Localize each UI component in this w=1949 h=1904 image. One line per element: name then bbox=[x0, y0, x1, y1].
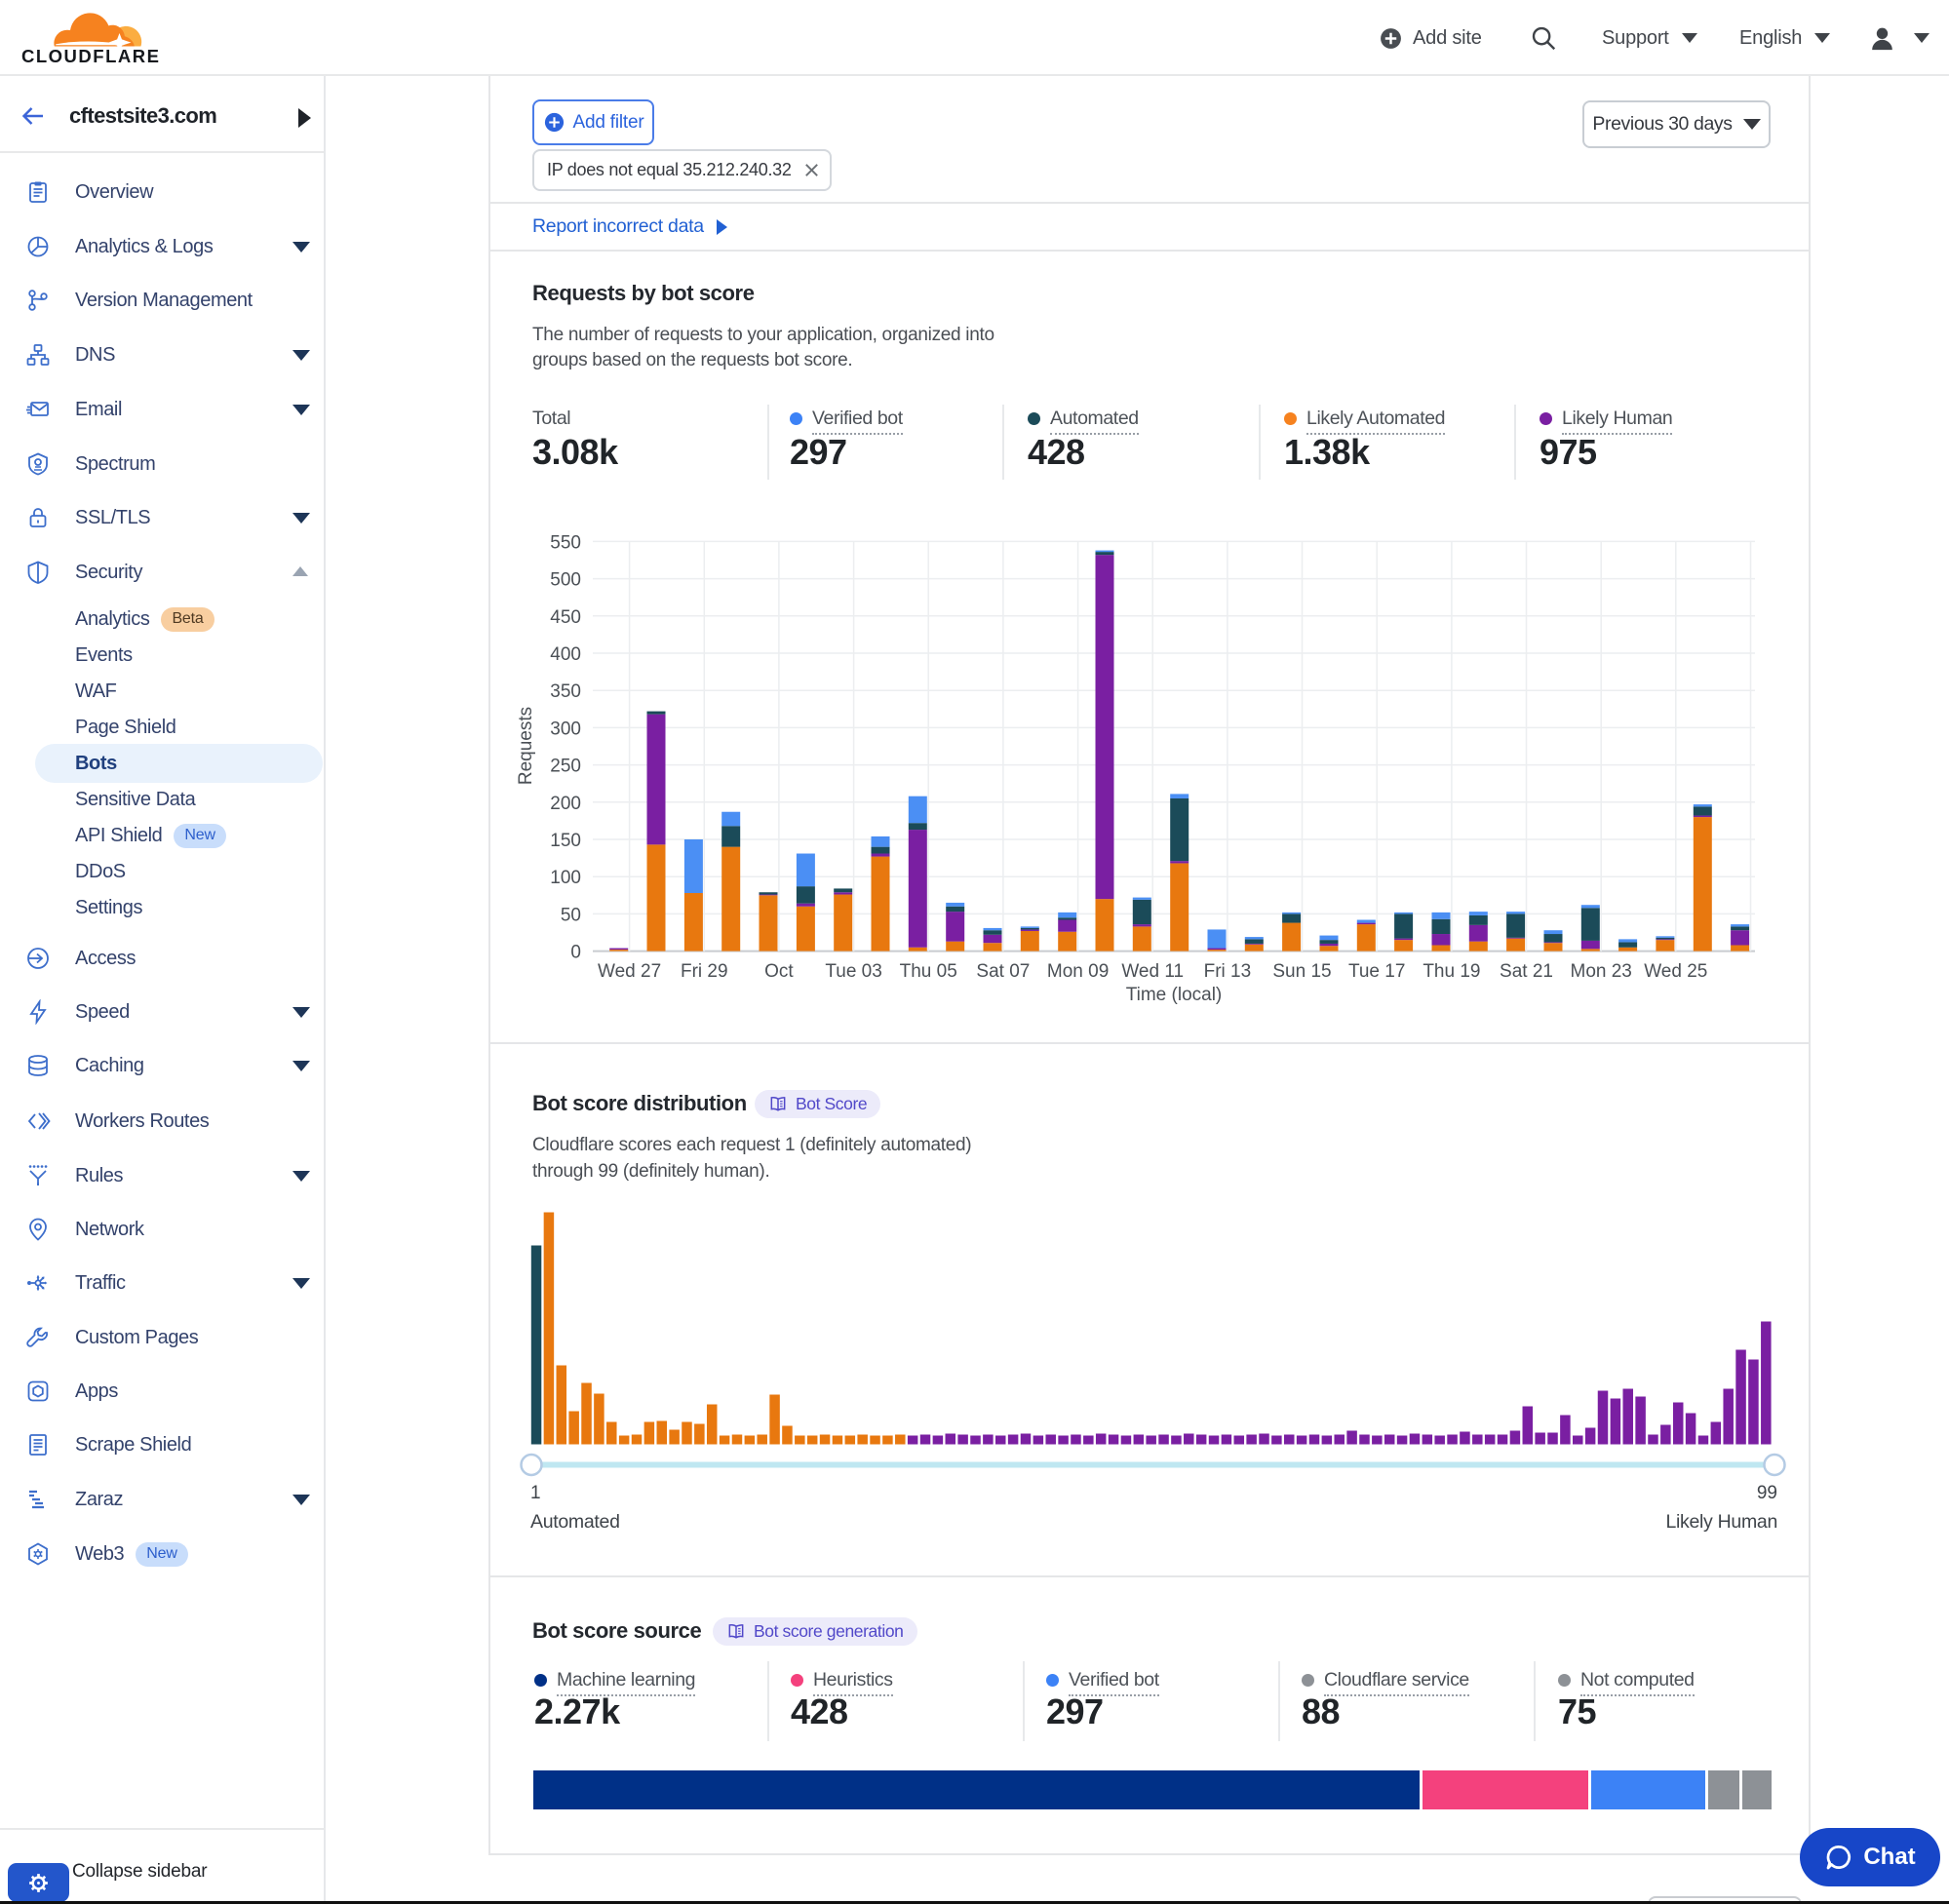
svg-text:Tue 17: Tue 17 bbox=[1348, 961, 1405, 982]
svg-text:50: 50 bbox=[561, 905, 581, 925]
svg-text:Requests: Requests bbox=[516, 707, 536, 785]
svg-text:CLOUDFLARE: CLOUDFLARE bbox=[21, 46, 160, 66]
svg-text:450: 450 bbox=[550, 607, 581, 628]
svg-text:350: 350 bbox=[550, 681, 581, 702]
svg-text:Fri 29: Fri 29 bbox=[681, 961, 728, 982]
svg-text:Mon 09: Mon 09 bbox=[1047, 961, 1109, 982]
svg-text:200: 200 bbox=[550, 794, 581, 814]
svg-text:250: 250 bbox=[550, 757, 581, 777]
svg-text:Time (local): Time (local) bbox=[1126, 985, 1223, 1005]
svg-text:Thu 19: Thu 19 bbox=[1423, 961, 1480, 982]
svg-text:400: 400 bbox=[550, 644, 581, 665]
svg-text:500: 500 bbox=[550, 570, 581, 591]
svg-text:Mon 23: Mon 23 bbox=[1571, 961, 1632, 982]
svg-text:Sat 07: Sat 07 bbox=[976, 961, 1030, 982]
svg-text:Wed 25: Wed 25 bbox=[1644, 961, 1707, 982]
svg-text:Oct: Oct bbox=[764, 961, 794, 982]
svg-text:550: 550 bbox=[550, 532, 581, 553]
svg-text:Sat 21: Sat 21 bbox=[1500, 961, 1553, 982]
svg-text:Wed 11: Wed 11 bbox=[1121, 961, 1184, 982]
svg-text:0: 0 bbox=[570, 943, 581, 963]
svg-text:100: 100 bbox=[550, 868, 581, 888]
svg-text:300: 300 bbox=[550, 719, 581, 739]
svg-text:150: 150 bbox=[550, 831, 581, 851]
svg-text:Sun 15: Sun 15 bbox=[1272, 961, 1331, 982]
svg-text:Fri 13: Fri 13 bbox=[1204, 961, 1252, 982]
svg-text:Tue 03: Tue 03 bbox=[825, 961, 881, 982]
svg-text:Thu 05: Thu 05 bbox=[900, 961, 957, 982]
svg-text:Wed 27: Wed 27 bbox=[598, 961, 661, 982]
